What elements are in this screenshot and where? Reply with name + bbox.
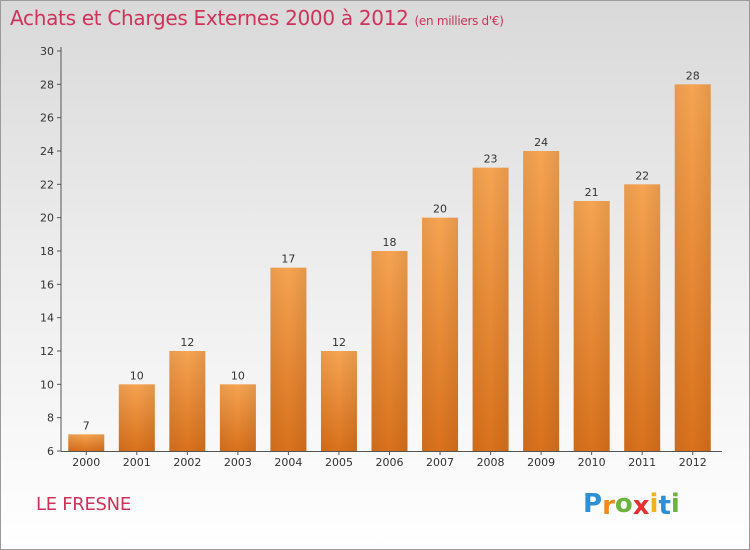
x-tick-label-2006: 2006 bbox=[376, 456, 404, 469]
data-label-2012: 28 bbox=[686, 69, 700, 82]
y-tick-label-28: 28 bbox=[40, 78, 54, 91]
y-tick-label-10: 10 bbox=[40, 378, 54, 391]
bar-shade-2004 bbox=[270, 267, 307, 451]
proxiti-logo[interactable]: Proxiti bbox=[583, 489, 680, 521]
place-name: LE FRESNE bbox=[36, 494, 131, 515]
bar-shade-2005 bbox=[320, 351, 357, 451]
bar-shade-2008 bbox=[472, 167, 509, 451]
x-tick-label-2008: 2008 bbox=[477, 456, 505, 469]
logo-letter: x bbox=[632, 491, 650, 521]
data-label-2011: 22 bbox=[635, 169, 649, 182]
y-tick-label-16: 16 bbox=[40, 278, 54, 291]
chart-title-text: Achats et Charges Externes 2000 à 2012 bbox=[10, 6, 409, 30]
data-label-2009: 24 bbox=[534, 136, 548, 149]
bars-layer: 7 10 12 10 17 12 18 20 23 24 21 22 28 bbox=[68, 69, 711, 452]
y-tick-label-20: 20 bbox=[40, 212, 54, 225]
x-tick-label-2003: 2003 bbox=[224, 456, 252, 469]
y-tick-label-22: 22 bbox=[40, 178, 54, 191]
y-tick-label-26: 26 bbox=[40, 112, 54, 125]
bar-shade-2011 bbox=[624, 184, 661, 452]
data-label-2000: 7 bbox=[83, 419, 90, 432]
bar-shade-2010 bbox=[573, 201, 610, 451]
y-tick-label-6: 6 bbox=[47, 445, 54, 458]
x-tick-label-2009: 2009 bbox=[527, 456, 555, 469]
y-tick-label-14: 14 bbox=[40, 312, 54, 325]
y-tick-label-30: 30 bbox=[40, 45, 54, 58]
logo-letter: t bbox=[658, 491, 671, 521]
x-tick-label-2007: 2007 bbox=[426, 456, 454, 469]
bar-shade-2003 bbox=[219, 384, 256, 451]
data-label-2005: 12 bbox=[332, 336, 346, 349]
data-label-2010: 21 bbox=[585, 186, 599, 199]
y-tick-label-18: 18 bbox=[40, 245, 54, 258]
data-label-2006: 18 bbox=[383, 236, 397, 249]
chart-unit-note: (en milliers d'€) bbox=[414, 14, 504, 28]
x-tick-label-2011: 2011 bbox=[628, 456, 656, 469]
logo-letter: P bbox=[583, 489, 603, 519]
x-tick-label-2010: 2010 bbox=[578, 456, 606, 469]
chart-title: Achats et Charges Externes 2000 à 2012 (e… bbox=[10, 6, 504, 30]
x-tick-label-2001: 2001 bbox=[123, 456, 151, 469]
data-label-2001: 10 bbox=[130, 369, 144, 382]
bar-shade-2001 bbox=[118, 384, 155, 451]
logo-letter: i bbox=[670, 489, 680, 519]
logo-letter: r bbox=[602, 491, 615, 521]
x-tick-label-2004: 2004 bbox=[274, 456, 302, 469]
bar-shade-2009 bbox=[523, 151, 560, 451]
data-label-2003: 10 bbox=[231, 369, 245, 382]
bar-shade-2006 bbox=[371, 251, 408, 451]
bar-shade-2000 bbox=[68, 434, 105, 451]
data-label-2008: 23 bbox=[484, 153, 498, 166]
x-tick-label-2002: 2002 bbox=[173, 456, 201, 469]
x-tick-label-2000: 2000 bbox=[72, 456, 100, 469]
bar-shade-2012 bbox=[674, 84, 711, 451]
axes-layer: 2000 2001 2002 2003 2004 2005 2006 2007 2008 2009… bbox=[40, 45, 722, 469]
x-tick-label-2012: 2012 bbox=[679, 456, 707, 469]
data-label-2007: 20 bbox=[433, 203, 447, 216]
logo-letter: o bbox=[614, 489, 633, 519]
x-tick-label-2005: 2005 bbox=[325, 456, 353, 469]
y-tick-label-24: 24 bbox=[40, 145, 54, 158]
y-tick-label-12: 12 bbox=[40, 345, 54, 358]
y-tick-label-8: 8 bbox=[47, 412, 54, 425]
data-label-2002: 12 bbox=[180, 336, 194, 349]
logo-letter: i bbox=[649, 489, 659, 519]
bar-shade-2002 bbox=[169, 351, 206, 451]
data-label-2004: 17 bbox=[281, 253, 295, 266]
bar-shade-2007 bbox=[422, 217, 459, 451]
